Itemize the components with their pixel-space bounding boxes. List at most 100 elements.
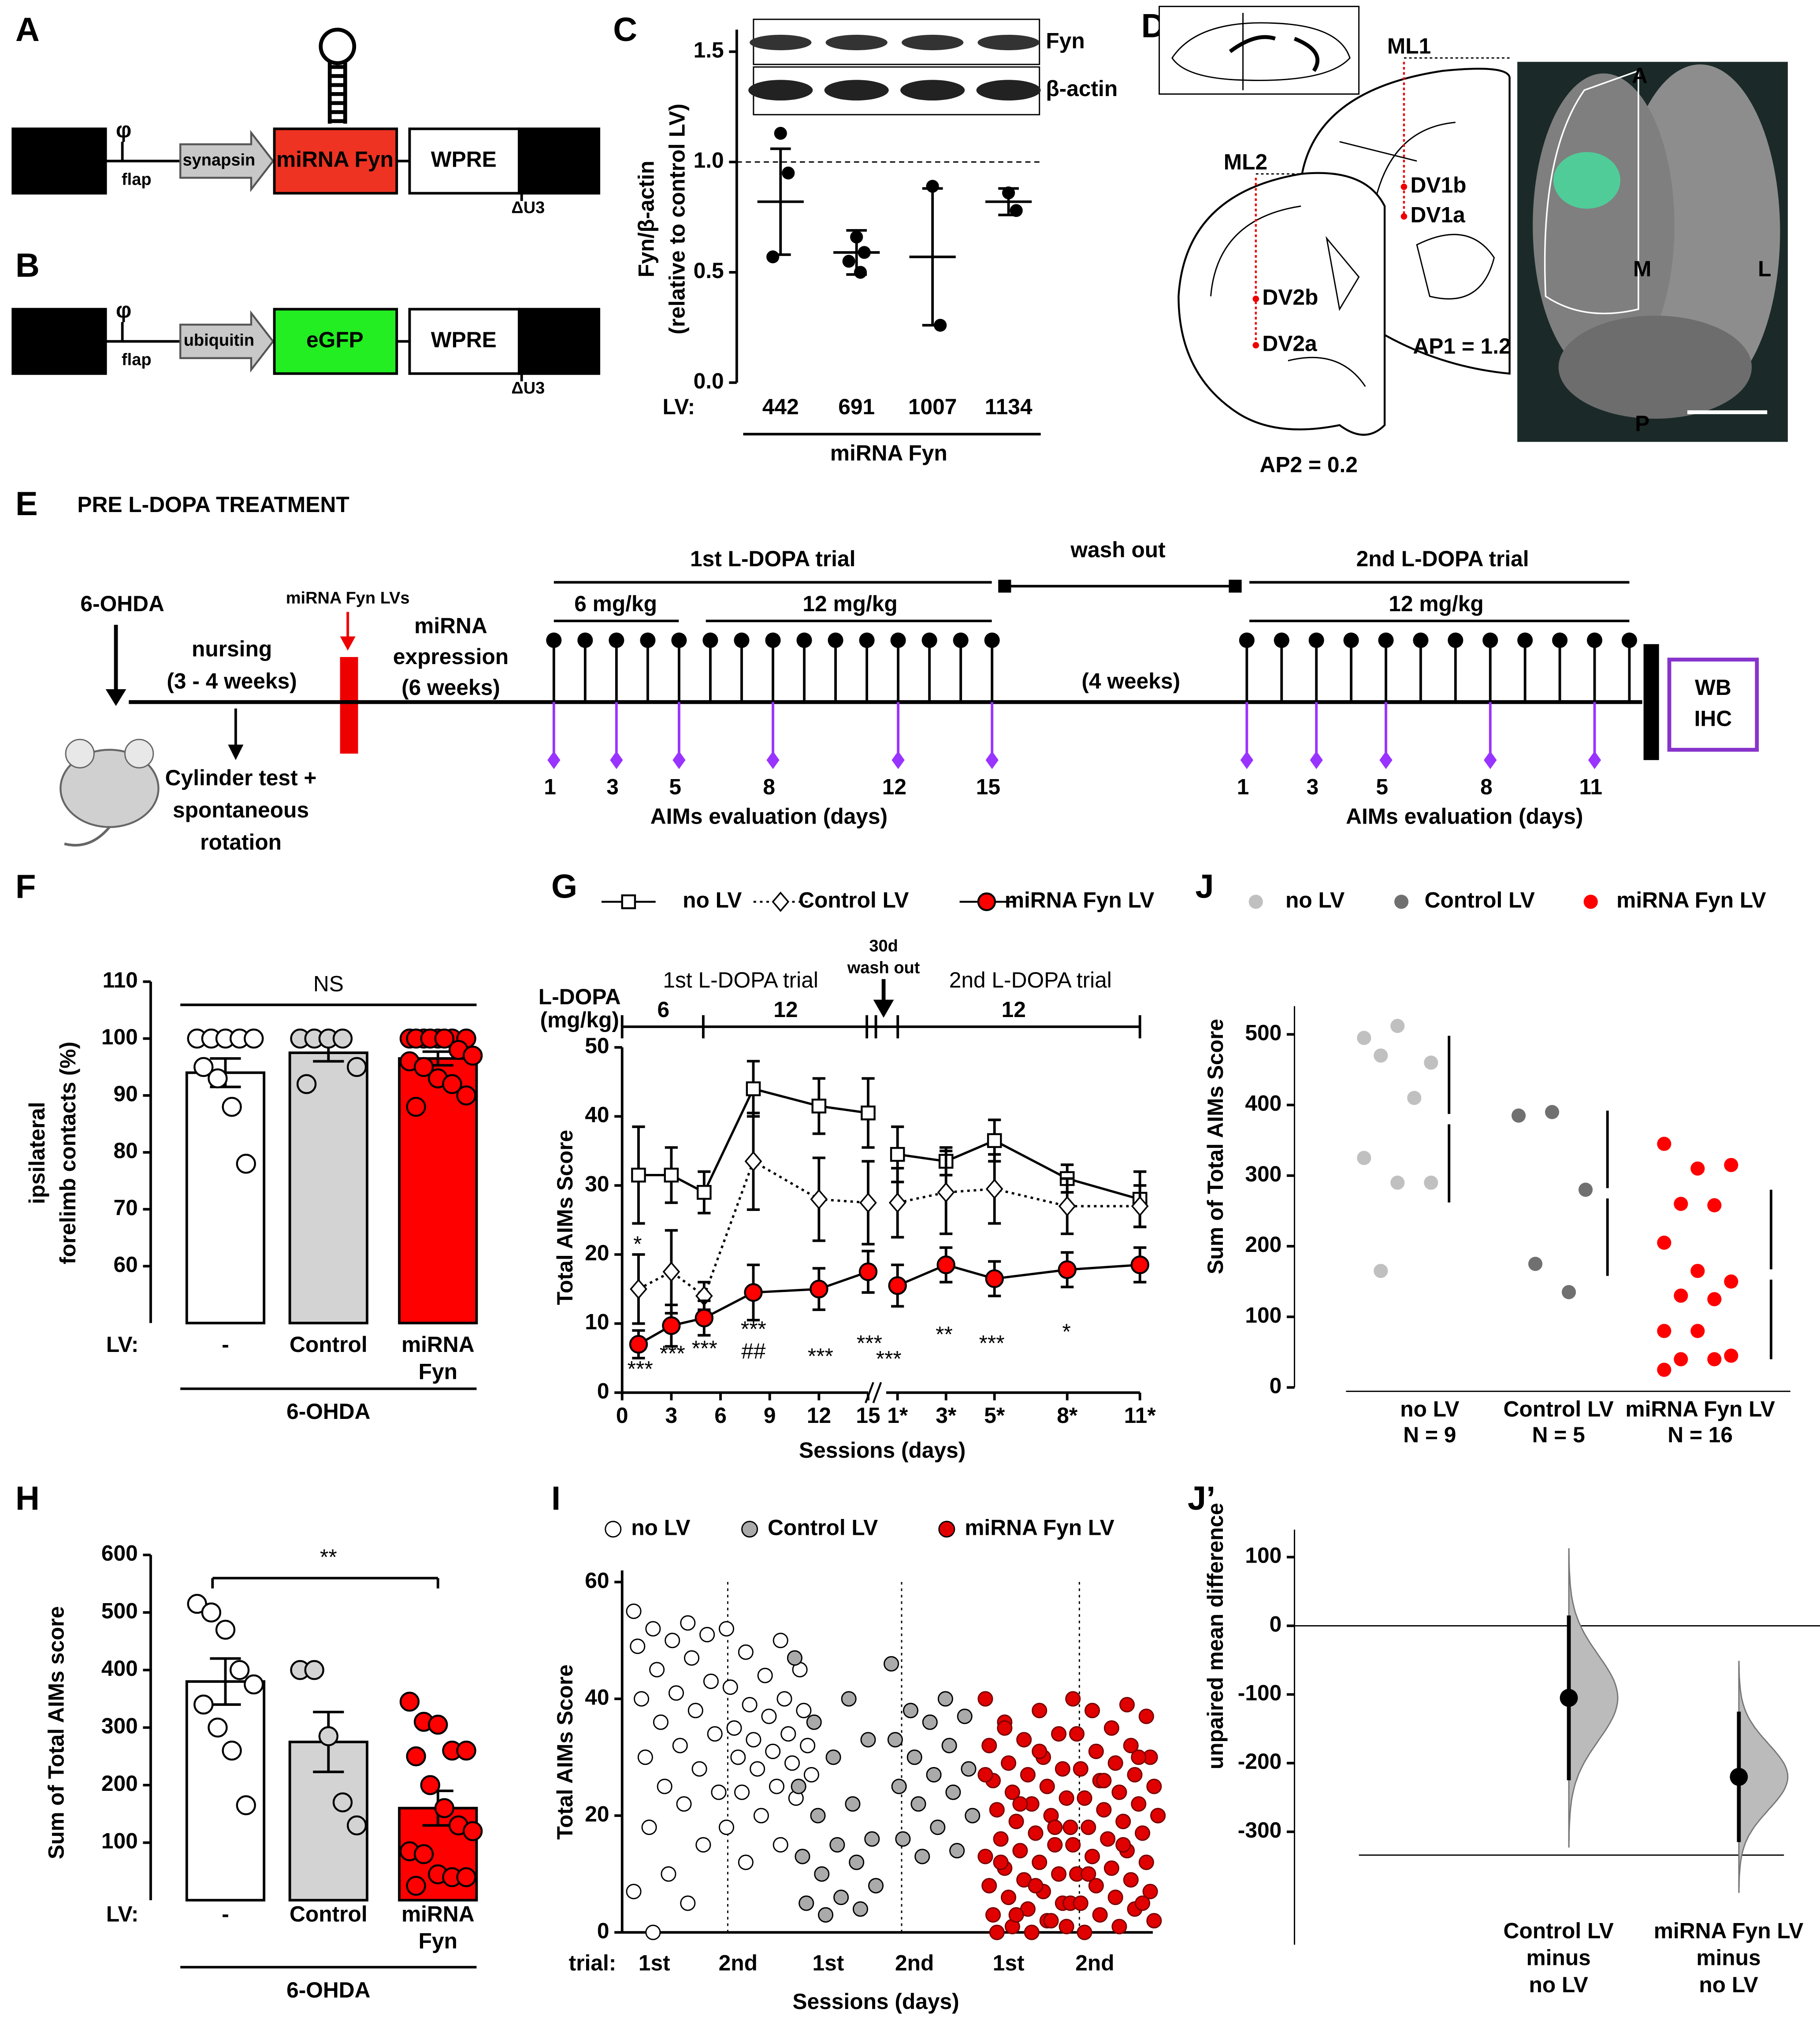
x-tick-label: Control xyxy=(290,1901,368,1926)
point xyxy=(1131,1796,1147,1812)
end-bar xyxy=(1643,644,1659,760)
point xyxy=(738,1644,754,1660)
arrow-head xyxy=(228,744,244,760)
point xyxy=(645,1621,661,1637)
x-tick-label: 2nd xyxy=(1075,1950,1114,1975)
label: M xyxy=(1633,256,1651,281)
annotation: *** xyxy=(876,1346,902,1371)
blot-band xyxy=(824,80,889,101)
x-tick-label: 2nd xyxy=(719,1950,758,1975)
y-tick-label: 10 xyxy=(585,1310,609,1334)
x-tick-label: - xyxy=(222,1332,229,1357)
x-tick-label: 0 xyxy=(616,1403,628,1428)
aims-marker xyxy=(1240,751,1253,769)
legend-marker xyxy=(938,1521,955,1538)
marker xyxy=(630,1279,647,1300)
aims-marker xyxy=(1484,751,1497,769)
point xyxy=(776,1691,792,1707)
x-tick-label: Fyn xyxy=(419,1359,457,1384)
point xyxy=(742,1697,758,1712)
mouse-tail xyxy=(64,826,111,847)
point xyxy=(891,1779,907,1794)
point xyxy=(463,1045,483,1066)
point xyxy=(1004,1784,1020,1800)
panel-label: A xyxy=(15,11,40,48)
y-tick-label: 50 xyxy=(585,1033,609,1058)
series-line xyxy=(897,1139,1140,1201)
point xyxy=(1657,1363,1671,1377)
session-pin xyxy=(1482,632,1498,648)
point xyxy=(829,1837,845,1853)
label: miRNA Fyn xyxy=(276,147,394,172)
label: AP1 = 1.2 xyxy=(1413,334,1511,358)
x-tick-label: 3 xyxy=(665,1403,678,1428)
annotation: *** xyxy=(857,1331,882,1355)
label: miRNA xyxy=(414,613,487,638)
y-tick-label: 600 xyxy=(101,1541,138,1566)
session-pin xyxy=(984,632,1000,648)
point xyxy=(842,255,855,268)
label: 12 xyxy=(773,997,798,1022)
point xyxy=(665,1633,680,1649)
point xyxy=(1088,1878,1104,1894)
aims-marker xyxy=(766,751,780,769)
point xyxy=(937,1691,953,1707)
x-tick-label: miRNA xyxy=(401,1332,475,1357)
point xyxy=(1016,1732,1032,1748)
point xyxy=(222,1097,242,1117)
legend-label: no LV xyxy=(683,888,742,913)
label: L xyxy=(1758,256,1771,281)
legend-label: Control LV xyxy=(799,888,909,913)
x-tick-label: 15 xyxy=(856,1403,880,1428)
legend-marker xyxy=(1583,895,1598,909)
x-tick-label: 5* xyxy=(984,1403,1005,1428)
point xyxy=(318,1726,338,1746)
axis-break xyxy=(865,1382,882,1404)
y-tick-label: 200 xyxy=(1245,1232,1281,1257)
point xyxy=(1690,1324,1705,1338)
point xyxy=(1407,1091,1422,1105)
point xyxy=(1096,1802,1112,1818)
point xyxy=(1055,1761,1070,1777)
point xyxy=(930,1819,946,1835)
point xyxy=(1092,1907,1108,1923)
session-pin xyxy=(734,632,750,648)
session-pin xyxy=(702,632,718,648)
panel-label: F xyxy=(15,868,36,905)
label: (4 weeks) xyxy=(1081,669,1180,694)
point xyxy=(814,1866,830,1882)
point xyxy=(244,1029,264,1049)
x-tick-label: 11* xyxy=(1124,1403,1156,1428)
y-tick-label: 0 xyxy=(1270,1374,1282,1398)
x-tick-label: 1st xyxy=(812,1950,844,1975)
annotation: ## xyxy=(741,1339,766,1363)
point xyxy=(1374,1048,1388,1063)
point xyxy=(463,1821,483,1842)
session-pin xyxy=(1343,632,1359,648)
blot-band xyxy=(900,80,965,101)
injection-site xyxy=(1400,213,1408,220)
gfp-signal xyxy=(1553,152,1620,209)
y-tick-label: 500 xyxy=(101,1598,138,1623)
axis-title: Sessions (days) xyxy=(799,1438,966,1463)
annotation: *** xyxy=(808,1344,833,1368)
point xyxy=(1065,1837,1081,1853)
point xyxy=(1085,1703,1100,1719)
legend-label: Control LV xyxy=(1425,888,1535,913)
point xyxy=(626,1883,642,1899)
x-tick-label: 1st xyxy=(993,1950,1025,1975)
point xyxy=(887,1732,903,1748)
x-tick-label: no LV xyxy=(1400,1396,1459,1421)
marker xyxy=(937,1182,955,1203)
point xyxy=(1135,1825,1151,1841)
point xyxy=(1657,1136,1671,1151)
legend-marker xyxy=(741,1521,758,1538)
point xyxy=(726,1720,742,1736)
point xyxy=(791,1779,806,1794)
point xyxy=(680,1895,696,1911)
label: IHC xyxy=(1694,706,1732,731)
point xyxy=(1039,1779,1055,1794)
session-pin xyxy=(577,632,593,648)
label: (mg/kg) xyxy=(540,1007,619,1032)
